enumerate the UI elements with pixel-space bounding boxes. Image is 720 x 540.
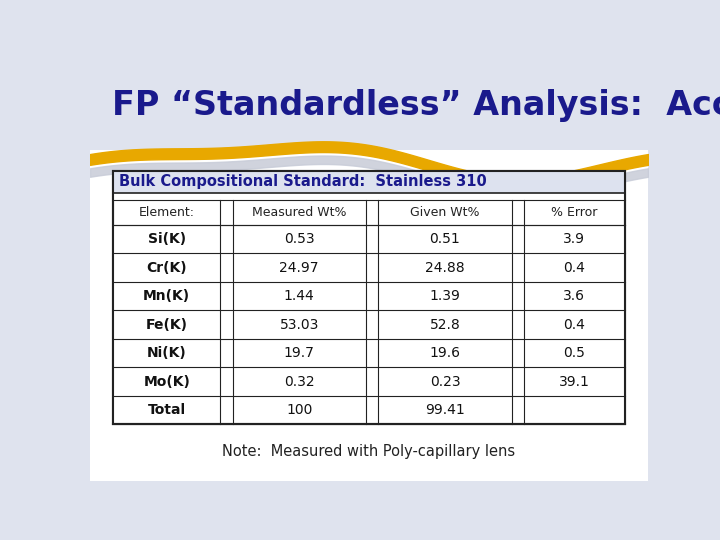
- Text: 0.5: 0.5: [564, 346, 585, 360]
- Text: 99.41: 99.41: [425, 403, 465, 417]
- Text: Si(K): Si(K): [148, 232, 186, 246]
- Text: 24.97: 24.97: [279, 261, 319, 275]
- Text: 24.88: 24.88: [425, 261, 465, 275]
- Bar: [113, 193, 625, 200]
- Text: 19.7: 19.7: [284, 346, 315, 360]
- Text: 52.8: 52.8: [430, 318, 460, 332]
- Text: 0.4: 0.4: [564, 261, 585, 275]
- Bar: [113, 396, 625, 424]
- Text: Measured Wt%: Measured Wt%: [252, 206, 346, 219]
- Text: 0.4: 0.4: [564, 318, 585, 332]
- Text: Ni(K): Ni(K): [147, 346, 186, 360]
- Text: 1.44: 1.44: [284, 289, 315, 303]
- Bar: [90, 65, 648, 150]
- Bar: [113, 171, 625, 193]
- Bar: [113, 171, 625, 424]
- Text: 1.39: 1.39: [430, 289, 460, 303]
- Text: FP “Standardless” Analysis:  Accuracy: FP “Standardless” Analysis: Accuracy: [112, 89, 720, 122]
- Text: 0.23: 0.23: [430, 375, 460, 389]
- Text: 3.6: 3.6: [563, 289, 585, 303]
- Text: Mn(K): Mn(K): [143, 289, 190, 303]
- Text: Cr(K): Cr(K): [146, 261, 187, 275]
- Text: 53.03: 53.03: [279, 318, 319, 332]
- Bar: [113, 282, 625, 310]
- Text: 100: 100: [286, 403, 312, 417]
- Bar: [113, 171, 625, 424]
- Text: 39.1: 39.1: [559, 375, 590, 389]
- Bar: [113, 225, 625, 253]
- Text: 0.32: 0.32: [284, 375, 315, 389]
- Text: Fe(K): Fe(K): [145, 318, 188, 332]
- Text: Total: Total: [148, 403, 186, 417]
- Bar: [113, 310, 625, 339]
- Text: Note:  Measured with Poly-capillary lens: Note: Measured with Poly-capillary lens: [222, 444, 516, 459]
- Text: Bulk Compositional Standard:  Stainless 310: Bulk Compositional Standard: Stainless 3…: [120, 174, 487, 190]
- Text: 19.6: 19.6: [429, 346, 461, 360]
- Text: Element:: Element:: [139, 206, 194, 219]
- Text: Given Wt%: Given Wt%: [410, 206, 480, 219]
- Text: 3.9: 3.9: [563, 232, 585, 246]
- Text: % Error: % Error: [552, 206, 598, 219]
- Text: 0.53: 0.53: [284, 232, 315, 246]
- Text: Mo(K): Mo(K): [143, 375, 190, 389]
- Bar: [90, 150, 648, 481]
- Bar: [113, 339, 625, 367]
- Bar: [113, 253, 625, 282]
- Bar: [113, 367, 625, 396]
- Text: 0.51: 0.51: [430, 232, 460, 246]
